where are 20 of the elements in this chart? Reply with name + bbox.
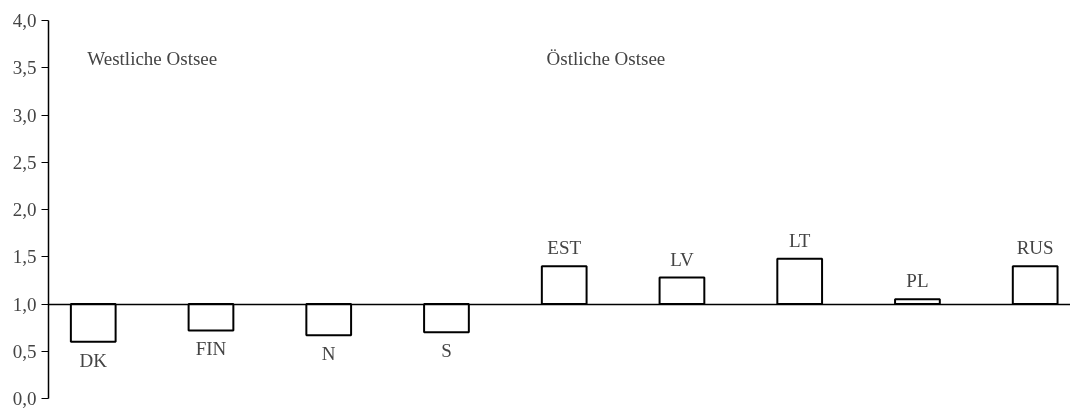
x-tick-label: EST: [547, 237, 582, 259]
y-tick-label: 2,0: [12, 199, 37, 220]
y-tick-label: 1,0: [12, 293, 37, 315]
y-tick-label: 1,5: [12, 246, 37, 268]
x-tick-label: N: [321, 343, 336, 365]
x-tick-label: PL: [906, 270, 929, 292]
x-tick-label: DK: [79, 349, 108, 371]
y-tick-label: 3,0: [12, 104, 37, 126]
x-tick-label: RUS: [1016, 237, 1054, 259]
y-tick-label: 2,5: [12, 151, 37, 173]
annotation: Östliche Ostsee: [546, 47, 666, 69]
x-tick-label: LT: [788, 229, 811, 251]
x-tick-label: FIN: [195, 338, 227, 360]
annotation: Westliche Ostsee: [87, 47, 218, 69]
y-tick-label: 3,5: [12, 57, 37, 79]
y-tick-label: 0,5: [12, 340, 37, 362]
y-tick-label: 0,0: [12, 388, 37, 409]
x-tick-label: S: [441, 340, 452, 362]
x-tick-label: LV: [670, 248, 695, 270]
y-tick-label: 4,0: [12, 10, 37, 31]
